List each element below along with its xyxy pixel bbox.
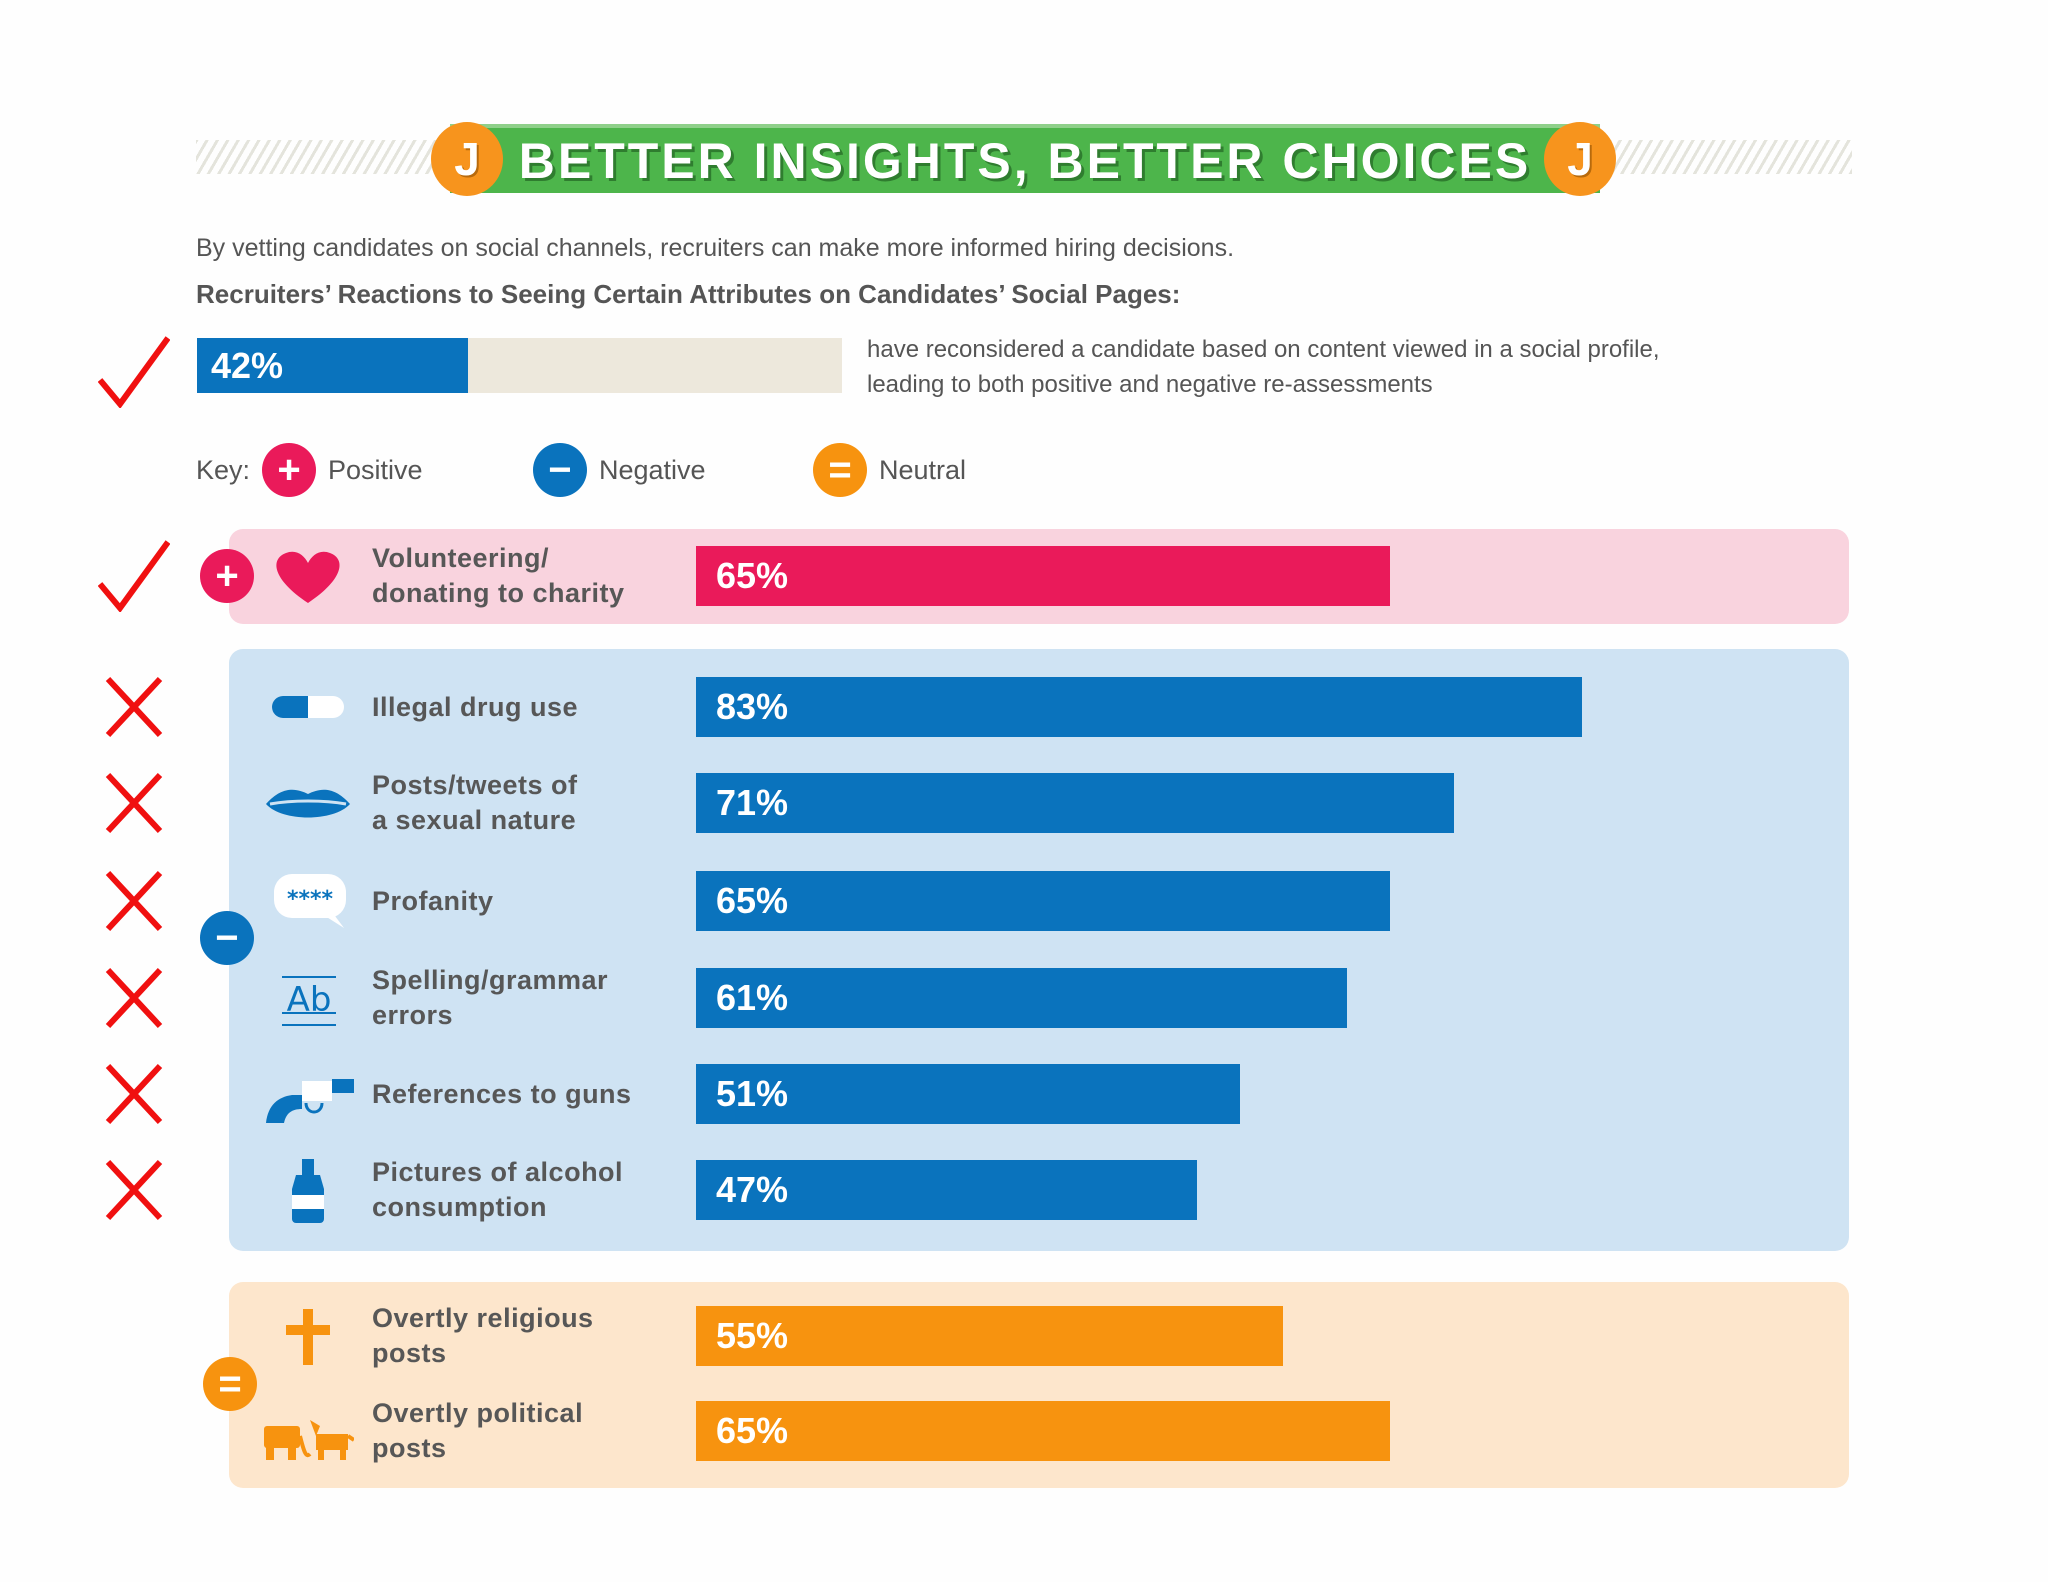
bar: 65%: [696, 1401, 1390, 1461]
cross-mark-icon: [105, 870, 163, 932]
summary-text-line1: have reconsidered a candidate based on c…: [867, 336, 1660, 363]
cross-mark-icon: [105, 772, 163, 834]
plus-icon: +: [262, 443, 317, 497]
bar-label-line1: Overtly political: [372, 1398, 584, 1428]
pill-icon: [272, 696, 344, 718]
negative-panel: [229, 649, 1849, 1251]
neutral-group-icon: =: [203, 1357, 257, 1411]
bar: 65%: [696, 546, 1390, 606]
gun-icon: [266, 1079, 354, 1123]
logo-left: J: [431, 122, 503, 196]
legend-neutral-item: = Neutral: [813, 443, 966, 497]
bar-label: Volunteering/donating to charity: [372, 541, 625, 611]
cross-mark-icon: [105, 1159, 163, 1221]
minus-icon: −: [533, 443, 587, 497]
legend-negative-item: − Negative: [533, 443, 706, 497]
positive-group-icon: +: [200, 549, 254, 603]
elephant-donkey-icon: [264, 1420, 354, 1460]
bar-value-label: 47%: [716, 1169, 789, 1210]
cross-mark-icon: [105, 1063, 163, 1125]
bar: 51%: [696, 1064, 1241, 1124]
bar-label-line2: errors: [372, 1000, 454, 1030]
summary-bar-fill: 42%: [197, 338, 468, 393]
text-ab-icon: Ab: [282, 976, 336, 1026]
bar: 83%: [696, 677, 1582, 737]
bar-value-label: 83%: [716, 686, 789, 727]
bar-label-line1: Illegal drug use: [372, 691, 579, 722]
speech-bubble-icon: ****: [274, 874, 346, 928]
bar-label: References to guns: [372, 1077, 632, 1112]
bar-value-label: 55%: [716, 1315, 789, 1356]
summary-text-line2: leading to both positive and negative re…: [867, 371, 1433, 398]
bar-value-label: 71%: [716, 782, 789, 823]
bar-label-line2: donating to charity: [372, 578, 625, 608]
bar-label-line1: Volunteering/: [372, 543, 550, 573]
page-title: BETTER INSIGHTS, BETTER CHOICES: [518, 132, 1532, 189]
svg-text:****: ****: [287, 887, 334, 912]
legend-negative: Negative: [599, 454, 706, 485]
bar-label-line1: Posts/tweets of: [372, 770, 578, 800]
bar-label-line1: References to guns: [372, 1078, 632, 1109]
legend-neutral: Neutral: [879, 454, 967, 485]
bar-value-label: 61%: [716, 977, 789, 1018]
check-icon: [98, 540, 170, 612]
logo-right: J: [1544, 122, 1616, 196]
bar-label: Pictures of alcohol consumption: [372, 1155, 623, 1225]
summary-text: have reconsidered a candidate based on c…: [867, 332, 1660, 402]
bar-label-line2: posts: [372, 1433, 447, 1463]
bar-value-label: 65%: [716, 1410, 789, 1451]
negative-group-icon: −: [200, 911, 254, 965]
bar: 47%: [696, 1160, 1198, 1220]
bar: 61%: [696, 968, 1347, 1028]
bar-label-line2: consumption: [372, 1192, 547, 1222]
bottle-icon: [292, 1159, 324, 1223]
bar: 65%: [696, 871, 1390, 931]
bar-value-label: 51%: [716, 1073, 789, 1114]
bar-label: Spelling/grammar errors: [372, 963, 608, 1033]
bar-value-label: 65%: [716, 555, 789, 596]
equals-icon: =: [813, 443, 867, 497]
bar-label-line2: posts: [372, 1338, 447, 1368]
cross-mark-icon: [105, 967, 163, 1029]
bar-label-line1: Overtly religious: [372, 1303, 594, 1333]
bar-label: Illegal drug use: [372, 690, 578, 725]
bar-label-line1: Profanity: [372, 885, 494, 916]
bar-label: Overtly political posts: [372, 1396, 583, 1466]
bar-label: Posts/tweets of a sexual nature: [372, 768, 578, 838]
cross-icon: [286, 1309, 330, 1365]
bar-value-label: 65%: [716, 880, 789, 921]
legend-positive: Positive: [328, 454, 423, 485]
summary-value: 42%: [211, 345, 284, 386]
bar-label-line1: Pictures of alcohol: [372, 1157, 624, 1187]
header-banner: BETTER INSIGHTS, BETTER CHOICES: [450, 124, 1600, 193]
lips-icon: [266, 789, 350, 818]
bar-label: Overtly religious posts: [372, 1301, 594, 1371]
cross-mark-icon: [105, 676, 163, 738]
bar-label-line1: Spelling/grammar: [372, 965, 609, 995]
check-icon: [98, 336, 170, 408]
bar: 71%: [696, 773, 1454, 833]
bar: 55%: [696, 1306, 1283, 1366]
bar-label: Profanity: [372, 884, 494, 919]
legend: Key: + Positive: [196, 443, 423, 497]
legend-label: Key:: [196, 454, 251, 485]
svg-text:Ab: Ab: [287, 980, 332, 1020]
subheading: Recruiters’ Reactions to Seeing Certain …: [196, 279, 1181, 309]
bar-label-line2: a sexual nature: [372, 805, 577, 835]
intro-text: By vetting candidates on social channels…: [196, 234, 1235, 262]
heart-icon: [276, 551, 340, 603]
